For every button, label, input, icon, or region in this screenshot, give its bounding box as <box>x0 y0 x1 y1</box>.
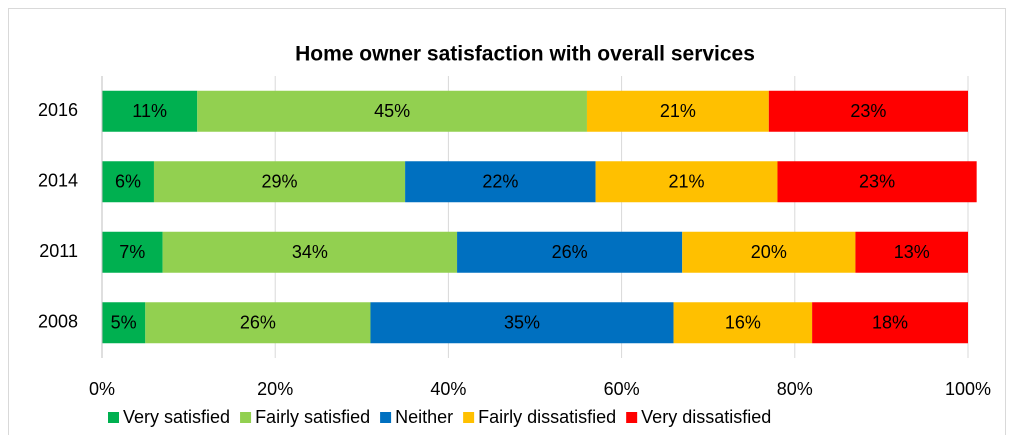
bar-segment <box>102 161 154 203</box>
data-label: 26% <box>240 313 276 333</box>
x-tick-label: 80% <box>777 379 813 399</box>
data-label: 20% <box>751 242 787 262</box>
bar-segment <box>682 231 856 273</box>
y-tick-label: 2008 <box>38 312 78 332</box>
bar-segment <box>102 90 198 132</box>
bar-segment <box>457 231 683 273</box>
x-tick-label: 20% <box>257 379 293 399</box>
legend-swatch <box>240 412 252 423</box>
data-label: 35% <box>504 313 540 333</box>
bar-segment <box>812 302 968 344</box>
y-tick-label: 2016 <box>38 100 78 120</box>
y-tick-label: 2014 <box>38 171 78 191</box>
x-tick-label: 0% <box>89 379 115 399</box>
data-label: 21% <box>669 172 705 192</box>
legend-label: Fairly satisfied <box>255 407 370 427</box>
bar-segment <box>162 231 458 273</box>
bar-segment <box>197 90 587 132</box>
bar-segment <box>145 302 371 344</box>
bar-segment <box>153 161 406 203</box>
data-label: 13% <box>894 242 930 262</box>
data-label: 6% <box>115 172 141 192</box>
data-label: 34% <box>292 242 328 262</box>
bar-segment <box>102 231 163 273</box>
y-tick-label: 2011 <box>39 241 78 261</box>
data-label: 23% <box>850 101 886 121</box>
bar-segment <box>586 90 769 132</box>
bar-segment <box>370 302 674 344</box>
legend-swatch <box>626 412 638 423</box>
bar-segment <box>768 90 968 132</box>
bar-segment <box>855 231 968 273</box>
legend-label: Very dissatisfied <box>641 407 771 427</box>
x-tick-label: 100% <box>945 379 991 399</box>
data-label: 16% <box>725 313 761 333</box>
legend-swatch <box>380 412 392 423</box>
data-label: 11% <box>132 101 167 121</box>
data-label: 22% <box>482 172 518 192</box>
chart-border <box>8 8 1006 435</box>
data-label: 45% <box>374 101 410 121</box>
data-label: 5% <box>111 313 137 333</box>
data-label: 23% <box>859 172 895 192</box>
bar-segment <box>595 161 778 203</box>
data-label: 26% <box>552 242 588 262</box>
data-label: 18% <box>872 313 908 333</box>
bar-segment <box>405 161 596 203</box>
legend-swatch <box>463 412 475 423</box>
chart-title: Home owner satisfaction with overall ser… <box>295 43 755 66</box>
legend-label: Fairly dissatisfied <box>478 407 616 427</box>
legend-label: Neither <box>395 407 453 427</box>
bar-segment <box>673 302 813 344</box>
data-label: 29% <box>262 172 298 192</box>
bar-segment <box>777 161 977 203</box>
data-label: 21% <box>660 101 696 121</box>
legend-swatch <box>108 412 119 423</box>
x-tick-label: 40% <box>430 379 466 399</box>
legend-label: Very satisfied <box>123 407 230 427</box>
bar-segment <box>102 302 146 344</box>
data-label: 7% <box>119 242 145 262</box>
x-tick-label: 60% <box>604 379 640 399</box>
